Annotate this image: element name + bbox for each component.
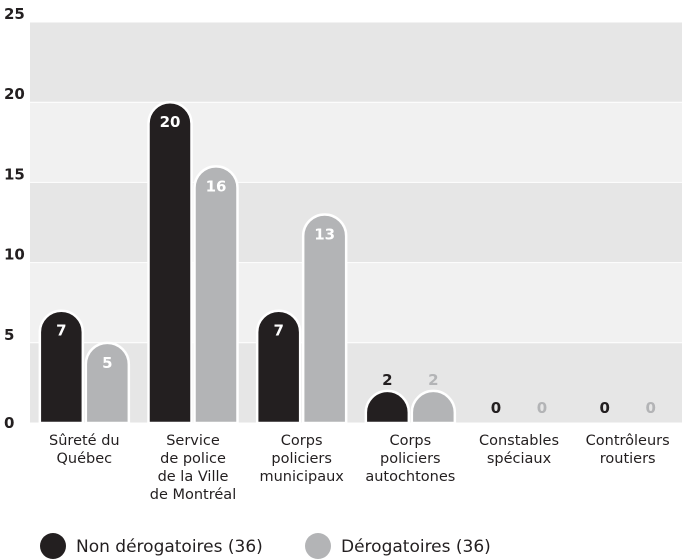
x-tick-line: Constables [479,433,559,449]
x-tick-line: Québec [57,451,113,467]
x-tick-line: municipaux [259,469,344,485]
legend-label: Non dérogatoires (36) [76,537,263,557]
x-tick-line: policiers [380,451,441,467]
bar [301,213,348,425]
grid-band [30,342,682,423]
bar [410,389,457,425]
y-tick-label: 10 [4,246,25,264]
legend-swatch [40,533,66,559]
value-label: 7 [273,322,283,340]
x-tick-line: de Montréal [150,487,236,503]
value-label: 16 [206,177,227,195]
legend-label: Dérogatoires (36) [341,537,491,557]
y-tick-label: 20 [4,85,25,103]
value-label: 5 [102,354,112,372]
x-tick-label: Constables spéciaux [479,433,559,467]
bar [84,341,131,425]
value-label: 0 [645,399,655,417]
value-label: 0 [537,399,547,417]
y-tick-label: 15 [4,165,25,183]
y-tick-label: 0 [4,414,14,432]
x-tick-line: Corps [389,433,431,449]
x-tick-label: Contrôleurs routiers [586,433,670,467]
value-label: 2 [428,371,438,389]
x-tick-line: spéciaux [487,451,552,467]
legend-swatch [305,533,331,559]
x-tick-line: Corps [281,433,323,449]
bar [38,309,85,425]
x-tick-label: Corps policiers autochtones [365,433,455,485]
x-tick-label: Service de police de la Ville de Montréal [150,433,236,503]
x-tick-line: autochtones [365,469,455,485]
bar [193,165,239,425]
x-tick-label: Corps policiers municipaux [259,433,344,485]
value-label: 20 [160,113,181,131]
x-tick-line: policiers [271,451,332,467]
grid-band [30,102,682,183]
value-label: 2 [382,371,392,389]
value-label: 0 [599,399,609,417]
x-tick-label: Sûreté du Québec [49,433,120,467]
bar [364,389,411,425]
bar [255,309,302,425]
grid-band [30,182,682,263]
y-tick-label: 5 [4,326,14,344]
y-tick-label: 25 [4,5,25,23]
x-tick-line: Service [166,433,220,449]
bar [147,100,193,425]
x-tick-line: routiers [600,451,656,467]
x-tick-line: Sûreté du [49,433,120,449]
value-label: 13 [314,225,335,243]
x-tick-line: Contrôleurs [586,433,670,449]
value-label: 0 [491,399,501,417]
x-tick-line: de la Ville [158,469,229,485]
grid-band [30,262,682,343]
grid-band [30,22,682,103]
value-label: 7 [56,322,66,340]
x-tick-line: de police [160,451,226,467]
